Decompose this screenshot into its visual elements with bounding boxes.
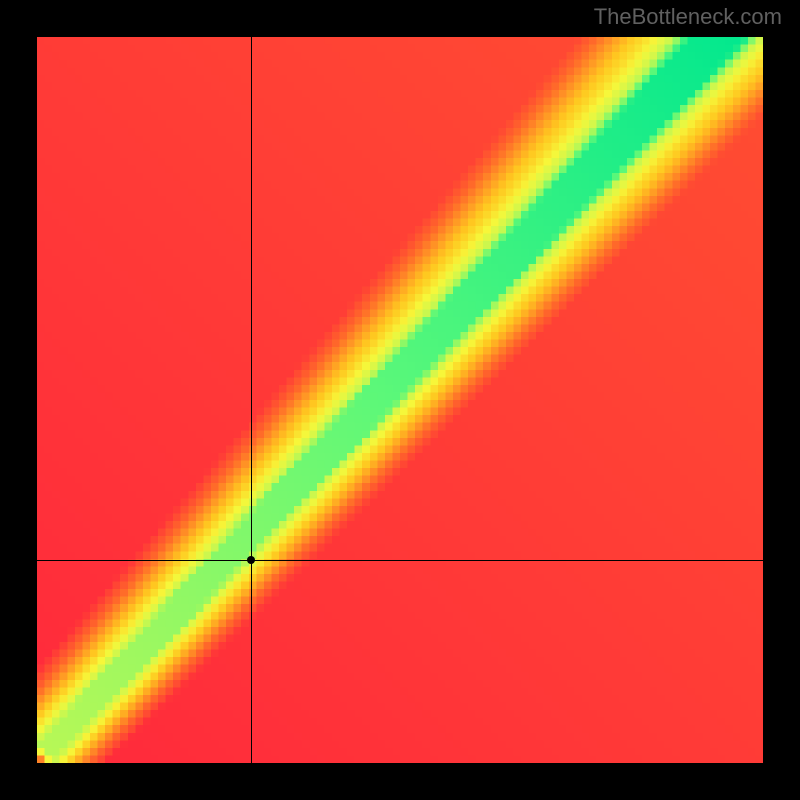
chart-container: TheBottleneck.com xyxy=(0,0,800,800)
marker-dot[interactable] xyxy=(247,556,255,564)
crosshair-vertical xyxy=(251,37,252,763)
plot-area xyxy=(37,37,763,763)
watermark-text: TheBottleneck.com xyxy=(594,4,782,30)
bottleneck-heatmap xyxy=(37,37,763,763)
crosshair-horizontal xyxy=(37,560,763,561)
